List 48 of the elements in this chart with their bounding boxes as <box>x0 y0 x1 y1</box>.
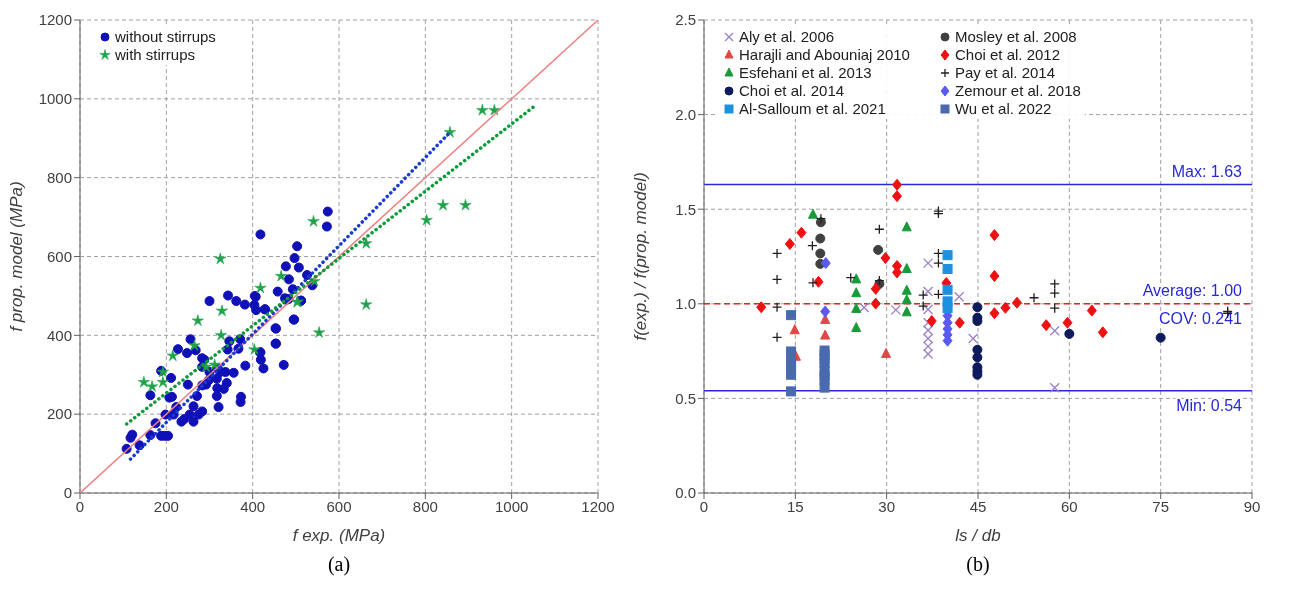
legend-label: without stirrups <box>115 28 216 45</box>
legend-label: Esfehani et al. 2013 <box>739 64 872 81</box>
legend-label: Aly et al. 2006 <box>739 28 835 45</box>
text: (b) <box>965 553 991 576</box>
x-tick-label: 30 <box>878 497 896 515</box>
y-tick-label: 0 <box>63 484 72 502</box>
x-axis-title: f exp. (MPa) <box>292 526 386 545</box>
x-tick-label: 200 <box>153 497 179 515</box>
legend-label: Pay et al. 2014 <box>954 64 1056 81</box>
y-tick-label: 400 <box>46 326 72 344</box>
ref-line-label: Min: 0.54 <box>1176 396 1243 414</box>
x-tick-label: 90 <box>1243 497 1261 515</box>
x-tick-label: 15 <box>786 497 804 515</box>
legend-label: Choi et al. 2012 <box>954 46 1061 63</box>
legend-label: Harajli and Abouniaj 2010 <box>739 46 910 63</box>
ref-line-label: Average: 1.00 COV: 0.241 <box>1142 281 1243 327</box>
y-tick-label: 1200 <box>38 11 72 29</box>
x-tick-label: 0 <box>75 497 85 515</box>
y-tick-label: 2.0 <box>675 105 696 123</box>
y-tick-label: 600 <box>46 247 72 265</box>
legend-label: with stirrups <box>115 46 196 63</box>
x-tick-label: 45 <box>969 497 987 515</box>
legend-label: Al-Salloum et al. 2021 <box>739 100 886 117</box>
y-tick-label: 2.5 <box>675 11 696 29</box>
x-tick-label: 75 <box>1152 497 1170 515</box>
legend-label: Wu et al. 2022 <box>954 100 1052 117</box>
legend-label: Mosley et al. 2008 <box>954 28 1077 45</box>
x-tick-label: 400 <box>240 497 266 515</box>
x-axis-title: ls / db <box>955 526 1001 545</box>
y-tick-label: 0.5 <box>675 389 696 407</box>
y-tick-label: 1000 <box>38 90 72 108</box>
x-tick-label: 600 <box>326 497 352 515</box>
y-tick-label: 1.5 <box>675 200 696 218</box>
y-axis-title: f(exp.) / f(prop. model) <box>631 172 651 341</box>
y-tick-label: 0.0 <box>675 484 696 502</box>
legend-label: Zemour et al. 2018 <box>954 82 1081 99</box>
y-axis-title: f prop. model (MPa) <box>7 181 27 332</box>
x-tick-label: 800 <box>412 497 438 515</box>
x-tick-label: 60 <box>1060 497 1078 515</box>
text: (a) <box>326 553 352 576</box>
y-tick-label: 800 <box>46 168 72 186</box>
x-tick-label: 1200 <box>581 497 615 515</box>
x-tick-label: 0 <box>699 497 709 515</box>
legend-label: Choi et al. 2014 <box>739 82 845 99</box>
x-tick-label: 1000 <box>494 497 529 515</box>
y-tick-label: 1.0 <box>675 295 696 313</box>
y-tick-label: 200 <box>46 405 72 423</box>
ref-line-label: Max: 1.63 <box>1171 162 1243 180</box>
